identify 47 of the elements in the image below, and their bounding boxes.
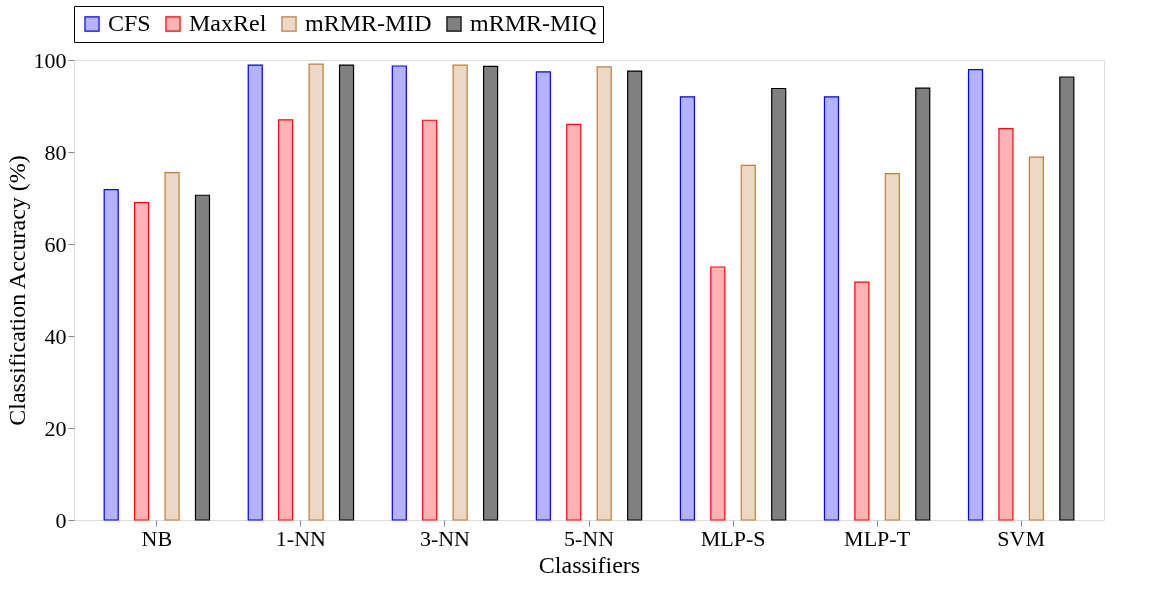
bar xyxy=(278,119,294,521)
legend-label: mRMR-MIQ xyxy=(470,10,597,36)
y-tick-label: 100 xyxy=(33,47,67,73)
y-tick-label: 0 xyxy=(55,507,67,533)
legend-label: CFS xyxy=(108,10,151,36)
bar xyxy=(884,173,900,521)
x-tick-label: 1-NN xyxy=(275,525,327,551)
x-tick-label: SVM xyxy=(997,525,1046,551)
bar xyxy=(247,64,263,521)
bar xyxy=(103,189,119,521)
bar xyxy=(967,69,984,521)
bar xyxy=(164,172,180,521)
bar xyxy=(1059,76,1075,521)
y-tick-label: 40 xyxy=(44,323,67,349)
bar xyxy=(998,127,1014,521)
x-axis-title: Classifiers xyxy=(538,551,641,578)
bar xyxy=(679,96,695,521)
bar xyxy=(710,266,726,521)
y-tick-label: 20 xyxy=(44,415,67,441)
y-tick-label: 60 xyxy=(44,231,67,257)
bar xyxy=(771,87,787,521)
x-tick-label: 5-NN xyxy=(563,525,615,551)
bar xyxy=(823,96,840,521)
y-tick-label: 80 xyxy=(44,139,67,165)
bar xyxy=(391,65,407,521)
bar xyxy=(535,71,551,521)
bar xyxy=(338,64,355,521)
bar xyxy=(1028,156,1044,521)
bar xyxy=(452,64,468,521)
y-axis-title: Classification Accuracy (%) xyxy=(3,155,30,426)
bar xyxy=(854,281,870,521)
bar xyxy=(596,66,612,521)
bar xyxy=(194,194,211,521)
legend-label: MaxRel xyxy=(189,10,267,36)
x-tick-label: NB xyxy=(141,525,173,551)
bar xyxy=(308,63,324,521)
bar xyxy=(422,119,438,521)
bar xyxy=(627,70,643,521)
bar xyxy=(134,202,150,521)
x-tick-label: MLP-T xyxy=(844,525,911,551)
x-tick-label: 3-NN xyxy=(419,525,471,551)
bar xyxy=(740,164,756,521)
bar xyxy=(915,87,931,521)
x-tick-label: MLP-S xyxy=(700,525,766,551)
bar xyxy=(566,123,582,521)
legend-label: mRMR-MID xyxy=(305,10,432,36)
bar xyxy=(483,65,499,521)
